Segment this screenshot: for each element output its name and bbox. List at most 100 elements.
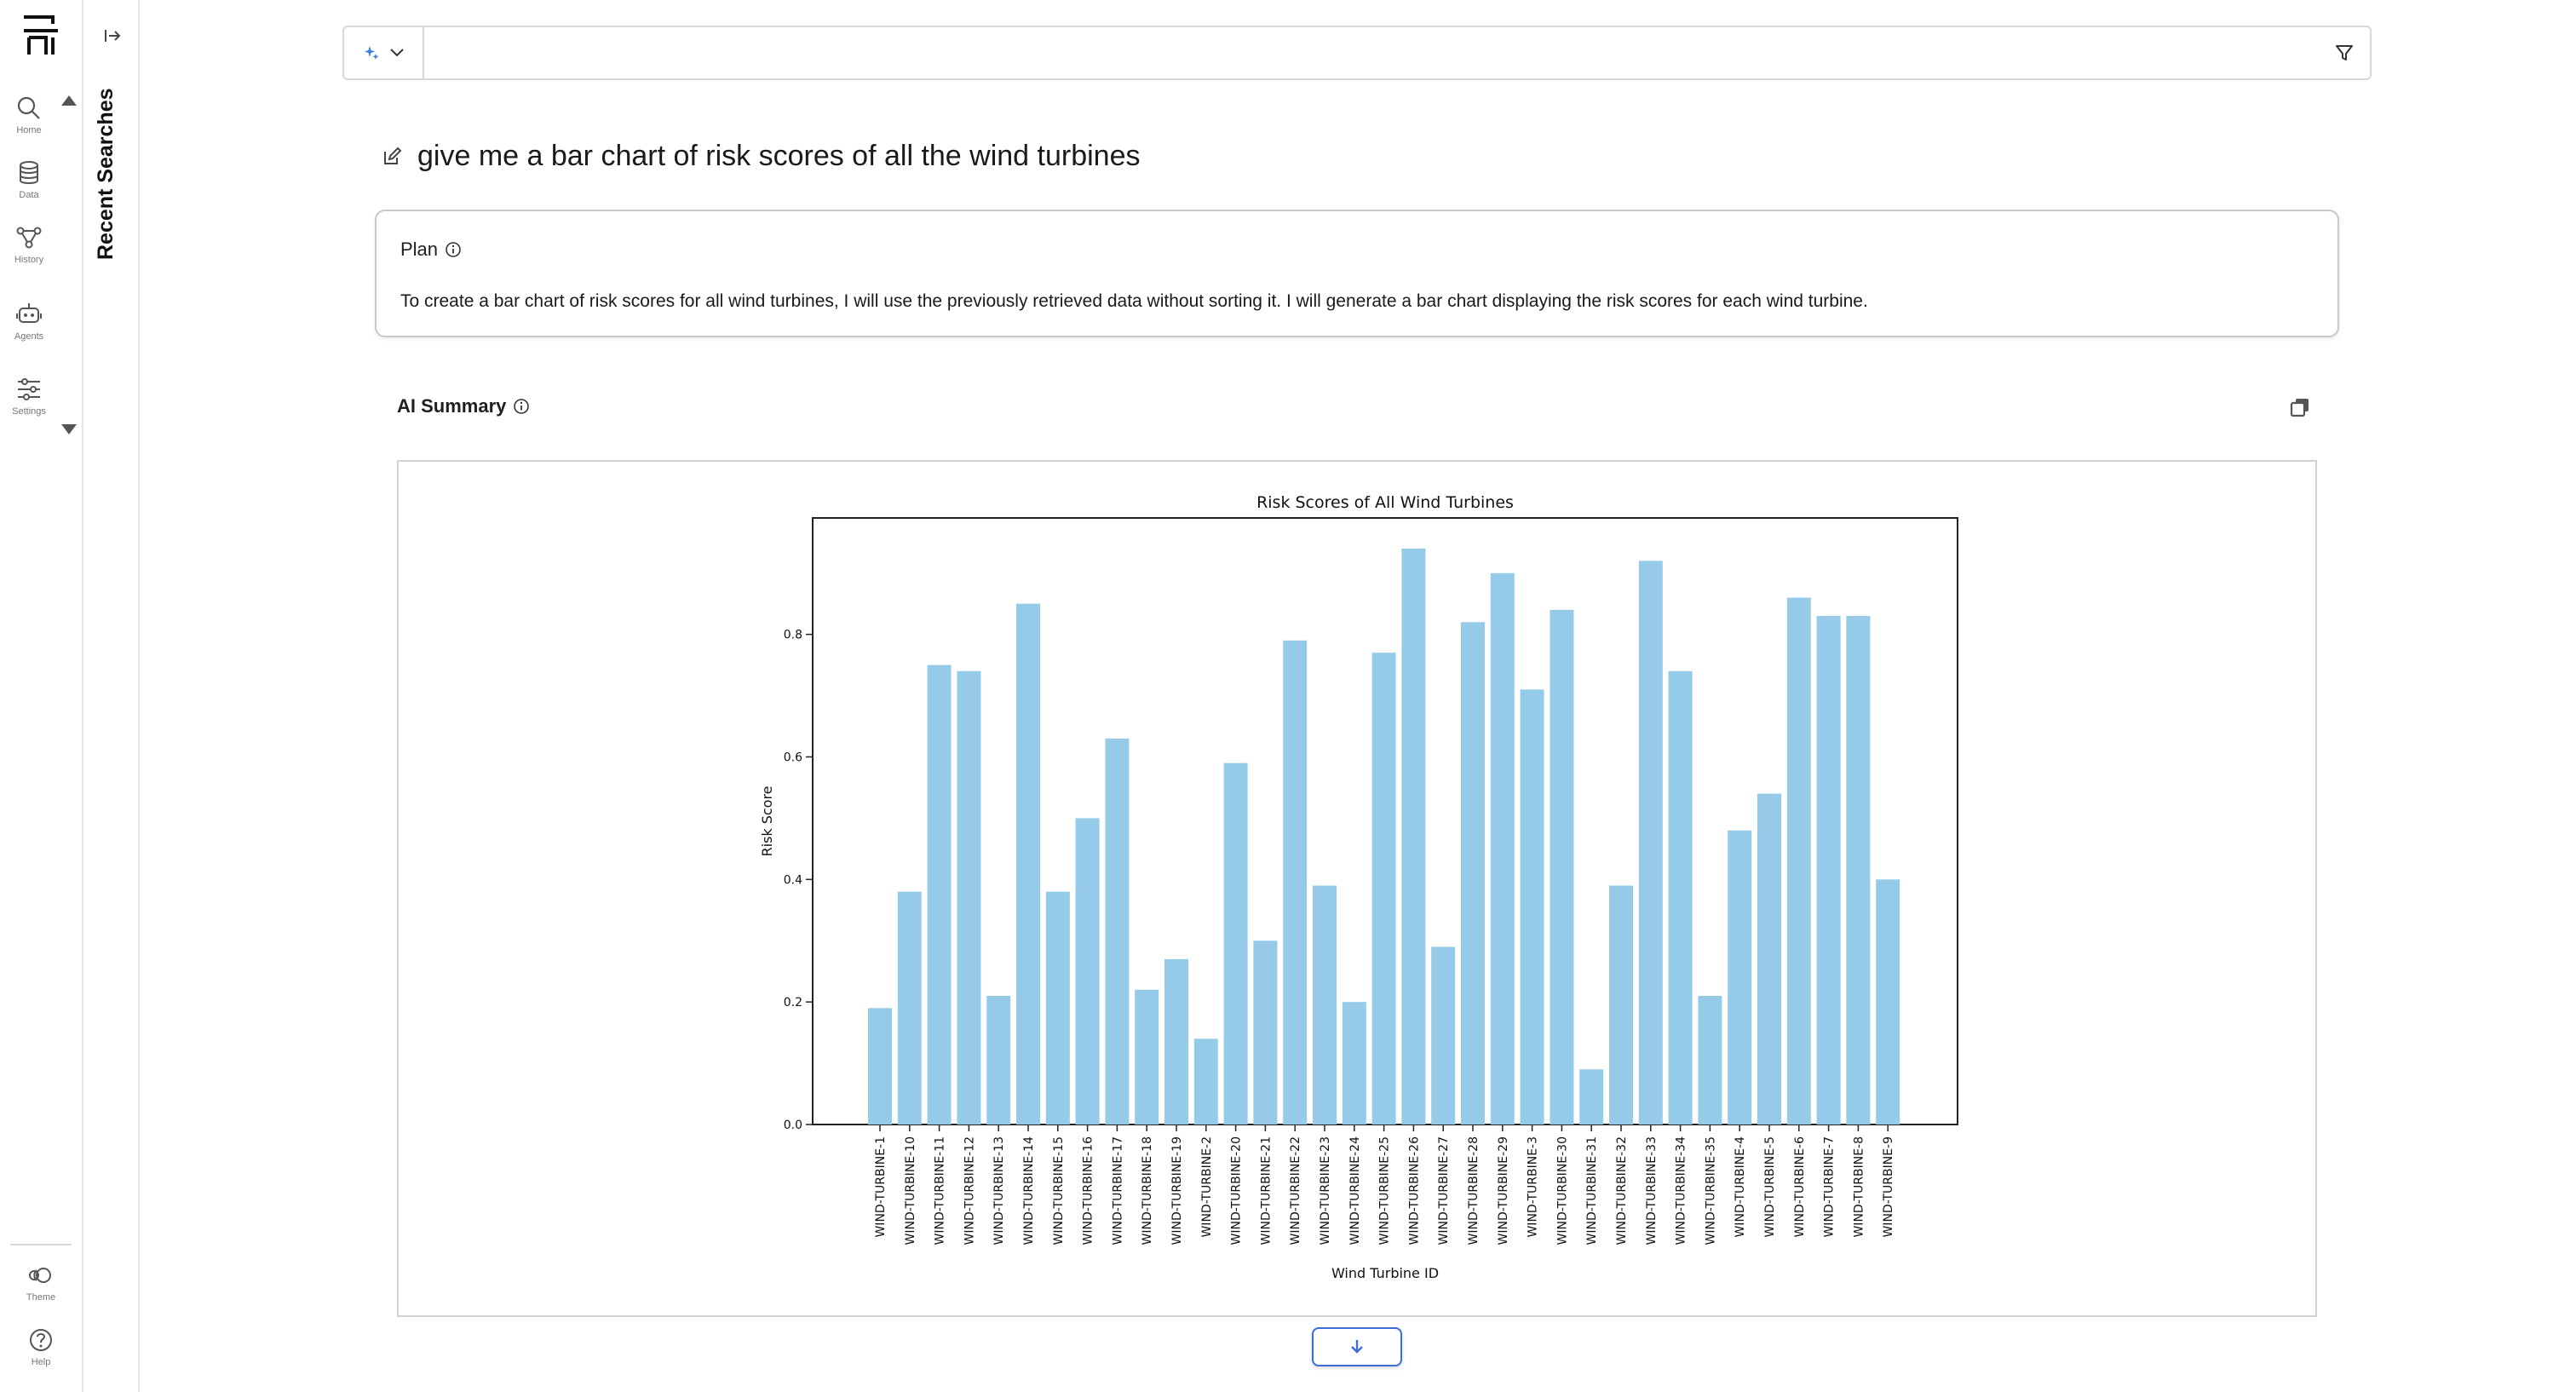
bar-wind-turbine-11 — [927, 664, 952, 1125]
bar-wind-turbine-24 — [1342, 1002, 1366, 1125]
bar-wind-turbine-6 — [1786, 597, 1811, 1125]
y-tick-label: 0.8 — [784, 629, 802, 642]
bar-wind-turbine-34 — [1668, 670, 1693, 1125]
copy-icon[interactable] — [2288, 395, 2312, 419]
rail-label-settings: Settings — [12, 406, 46, 417]
bar-wind-turbine-4 — [1728, 830, 1752, 1125]
plan-card: Plan To create a bar chart of risk score… — [375, 210, 2339, 337]
search-bar — [342, 26, 2372, 80]
search-input[interactable] — [424, 29, 2319, 77]
bar-wind-turbine-14 — [1016, 603, 1040, 1125]
x-tick-label: WIND-TURBINE-35 — [1704, 1136, 1717, 1245]
rail-item-settings[interactable]: Settings — [5, 375, 53, 417]
workflow-icon — [16, 227, 42, 249]
bar-wind-turbine-20 — [1223, 762, 1248, 1125]
bar-wind-turbine-10 — [897, 891, 922, 1125]
rail-label-data: Data — [19, 190, 39, 200]
x-tick-label: WIND-TURBINE-9 — [1882, 1136, 1895, 1238]
bar-wind-turbine-5 — [1757, 793, 1781, 1125]
rail-label-help: Help — [31, 1357, 51, 1367]
bar-wind-turbine-3 — [1520, 689, 1544, 1125]
rail-label-home: Home — [16, 125, 42, 135]
bar-wind-turbine-16 — [1075, 818, 1100, 1125]
bar-wind-turbine-23 — [1313, 885, 1337, 1125]
bar-wind-turbine-30 — [1550, 609, 1574, 1125]
x-tick-label: WIND-TURBINE-18 — [1141, 1136, 1154, 1245]
bar-wind-turbine-26 — [1401, 548, 1426, 1125]
ai-summary-header: AI Summary — [397, 395, 530, 417]
bar-wind-turbine-22 — [1283, 640, 1308, 1125]
filter-icon — [2336, 45, 2353, 60]
rail-item-history[interactable]: History — [5, 223, 53, 265]
query-text: give me a bar chart of risk scores of al… — [417, 140, 1141, 172]
x-tick-label: WIND-TURBINE-19 — [1170, 1136, 1184, 1245]
bar-wind-turbine-29 — [1490, 572, 1515, 1125]
rail-item-theme[interactable]: Theme — [17, 1261, 65, 1303]
x-tick-label: WIND-TURBINE-14 — [1022, 1136, 1036, 1245]
bar-wind-turbine-33 — [1638, 561, 1663, 1125]
x-tick-label: WIND-TURBINE-1 — [874, 1136, 888, 1238]
bar-wind-turbine-1 — [868, 1008, 892, 1125]
x-tick-label: WIND-TURBINE-31 — [1585, 1136, 1599, 1245]
edit-icon[interactable] — [382, 147, 402, 167]
chart-card: Risk Scores of All Wind Turbines 0.0 0.2 0… — [397, 460, 2317, 1317]
bar-wind-turbine-2 — [1193, 1038, 1218, 1125]
bar-wind-turbine-13 — [986, 995, 1011, 1125]
x-tick-label: WIND-TURBINE-6 — [1793, 1136, 1807, 1238]
x-tick-label: WIND-TURBINE-33 — [1645, 1136, 1659, 1245]
bar-wind-turbine-8 — [1846, 616, 1871, 1125]
plan-header: Plan — [400, 239, 462, 261]
ai-mode-dropdown[interactable] — [344, 27, 424, 78]
rail-label-agents: Agents — [14, 331, 44, 342]
recent-searches-title[interactable]: Recent Searches — [94, 88, 118, 260]
rail-item-agents[interactable]: Agents — [5, 300, 53, 342]
bar-wind-turbine-12 — [957, 670, 981, 1125]
chart-title: Risk Scores of All Wind Turbines — [1256, 493, 1514, 512]
x-tick-label: WIND-TURBINE-24 — [1348, 1136, 1362, 1245]
ai-logo-icon[interactable] — [20, 14, 61, 58]
filter-button[interactable] — [2319, 27, 2370, 78]
x-tick-label: WIND-TURBINE-25 — [1378, 1136, 1392, 1245]
sparkle-icon — [365, 46, 379, 60]
info-icon[interactable] — [513, 398, 530, 415]
x-tick-label: WIND-TURBINE-7 — [1823, 1136, 1837, 1238]
x-tick-label: WIND-TURBINE-30 — [1555, 1136, 1569, 1245]
x-tick-label: WIND-TURBINE-16 — [1082, 1136, 1095, 1245]
risk-score-bar-chart: Risk Scores of All Wind Turbines 0.0 0.2 0… — [759, 493, 1958, 1281]
help-icon — [30, 1329, 52, 1351]
x-tick-label: WIND-TURBINE-2 — [1200, 1136, 1214, 1238]
x-tick-label: WIND-TURBINE-10 — [904, 1136, 917, 1245]
x-tick-label: WIND-TURBINE-11 — [934, 1136, 947, 1245]
rail-item-home[interactable]: Home — [5, 94, 53, 135]
bar-wind-turbine-25 — [1371, 653, 1396, 1125]
ai-summary-label: AI Summary — [397, 395, 507, 417]
rail-item-help[interactable]: Help — [17, 1326, 65, 1367]
x-tick-label: WIND-TURBINE-34 — [1675, 1136, 1688, 1245]
x-tick-label: WIND-TURBINE-15 — [1052, 1136, 1066, 1245]
x-tick-label: WIND-TURBINE-12 — [963, 1136, 976, 1245]
robot-icon — [16, 303, 42, 323]
scroll-down-button[interactable] — [1312, 1327, 1402, 1366]
plan-text: To create a bar chart of risk scores for… — [400, 291, 1868, 311]
rail-scroll-up-icon[interactable] — [61, 95, 77, 106]
x-tick-label: WIND-TURBINE-21 — [1259, 1136, 1273, 1245]
x-tick-label: WIND-TURBINE-5 — [1763, 1136, 1777, 1238]
bar-wind-turbine-9 — [1876, 879, 1900, 1125]
bar-wind-turbine-21 — [1253, 940, 1278, 1125]
rail-scroll-down-icon[interactable] — [61, 424, 77, 434]
chevron-down-icon — [390, 49, 404, 57]
bar-wind-turbine-18 — [1135, 989, 1159, 1125]
bar-wind-turbine-35 — [1698, 995, 1722, 1125]
expand-panel-icon[interactable] — [102, 26, 123, 46]
y-axis-label: Risk Score — [759, 785, 775, 856]
bar-wind-turbine-17 — [1105, 738, 1130, 1125]
rail-item-data[interactable]: Data — [5, 158, 53, 200]
bar-wind-turbine-15 — [1045, 891, 1070, 1125]
x-tick-label: WIND-TURBINE-13 — [992, 1136, 1006, 1245]
recent-searches-panel: Recent Searches — [83, 0, 140, 1392]
info-icon[interactable] — [445, 241, 462, 258]
x-tick-label: WIND-TURBINE-32 — [1615, 1136, 1629, 1245]
database-icon — [20, 161, 38, 184]
x-tick-label: WIND-TURBINE-20 — [1230, 1136, 1244, 1245]
x-axis-label: Wind Turbine ID — [1331, 1265, 1439, 1281]
